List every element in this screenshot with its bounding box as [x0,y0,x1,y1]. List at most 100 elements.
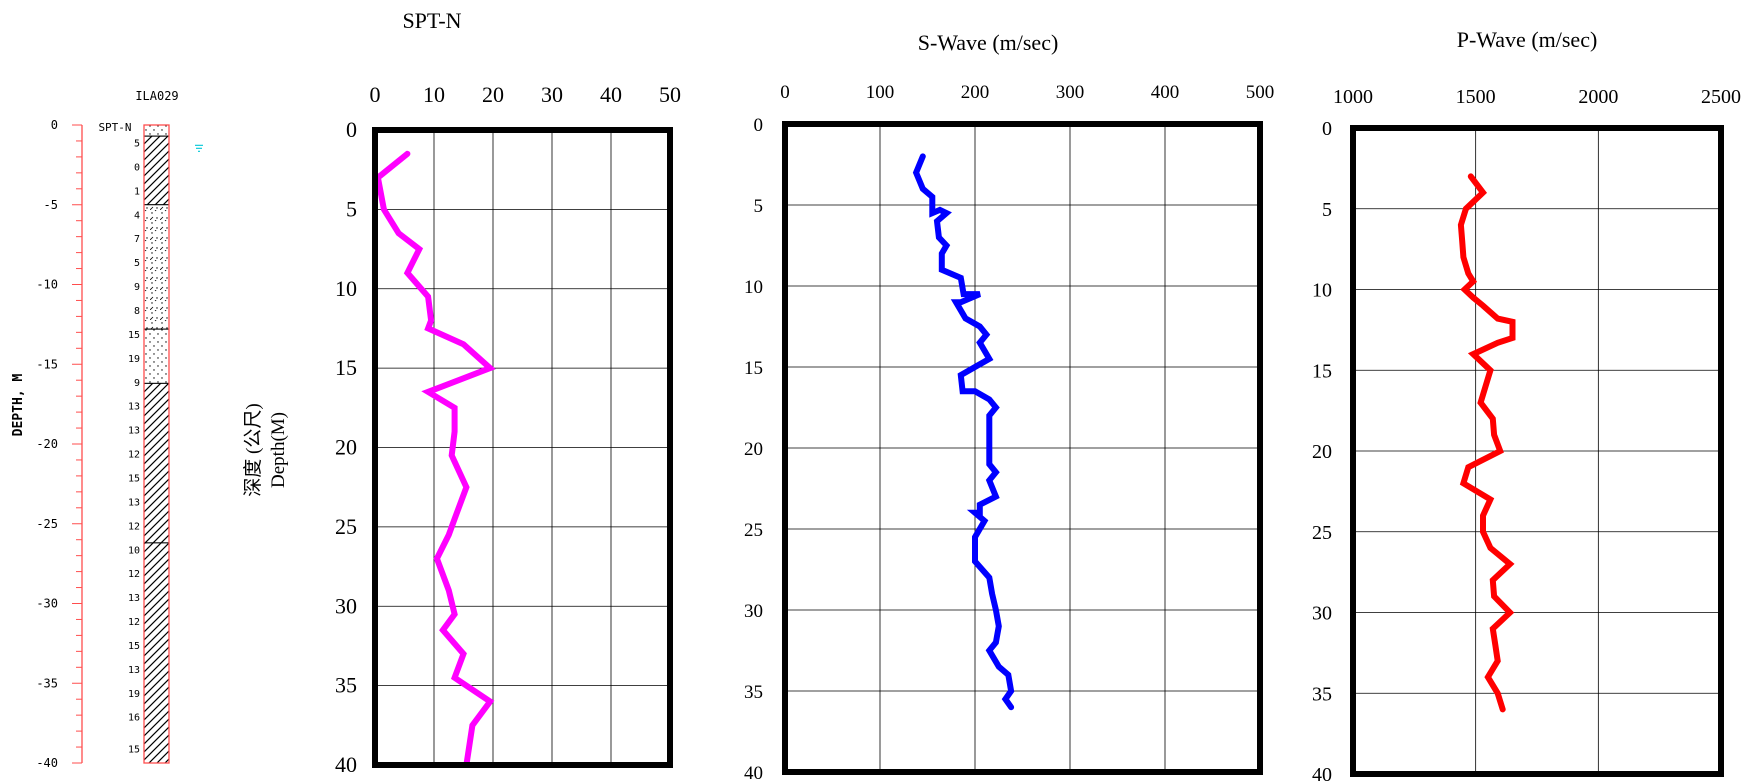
soil-layer-sand [143,124,170,137]
soil-layer-clay [143,382,170,544]
depth-label-en: Depth(M) [268,412,289,488]
spt-n-chart: SPT-N 0 10 20 30 40 50 0 5 10 15 20 25 30 35 40 [335,8,681,777]
x-tick-label: 20 [482,82,504,107]
shared-depth-label: 深度 (公尺) Depth(M) [242,403,289,496]
depth-tick-label: -25 [36,517,58,531]
spt-value-label: 13 [128,497,140,508]
soil-column-outline [143,124,170,764]
chart-title: P-Wave (m/sec) [1457,27,1598,52]
spt-value-label: 15 [128,330,140,341]
y-tick-label: 35 [1312,683,1332,705]
x-tick-label: 10 [423,82,445,107]
x-tick-label: 1500 [1456,86,1496,108]
y-tick-label: 25 [744,520,763,541]
soil-column [143,124,170,764]
spt-value-label: 15 [128,641,140,652]
s-wave-chart: S-Wave (m/sec) 0 100 200 300 400 500 0 5 10 15 20 2… [744,30,1274,784]
y-tick-label: 25 [1312,522,1332,544]
spt-value-label: 1 [134,186,140,197]
spt-value-label: 12 [128,450,140,461]
y-tick-label: 10 [1312,280,1332,302]
borehole-column-label: SPT-N [98,121,131,134]
spt-value-label: 13 [128,426,140,437]
spt-value-label: 19 [128,354,140,365]
spt-value-label: 5 [134,139,140,150]
depth-label-cn: 深度 (公尺) [242,403,264,496]
spt-value-label: 12 [128,617,140,628]
p-wave-chart: P-Wave (m/sec) 1000 1500 2000 2500 0 5 10 15 20 2… [1312,27,1741,784]
x-tick-label: 1000 [1333,86,1373,108]
y-tick-label: 0 [1322,118,1332,140]
spt-value-label: 5 [134,258,140,269]
y-tick-label: 35 [744,682,763,703]
water-level-marker [195,144,203,152]
soil-layer-silty-sand [143,204,170,330]
y-tick-label: 0 [346,117,357,142]
spt-value-label: 9 [134,282,140,293]
spt-value-label: 19 [128,689,140,700]
y-tick-label: 35 [335,673,357,698]
x-tick-label: 50 [659,82,681,107]
y-tick-label: 25 [335,514,357,539]
spt-value-label: 4 [134,210,140,221]
depth-tick-label: -15 [36,357,58,371]
series-line [912,153,1015,711]
chart-title: S-Wave (m/sec) [918,30,1059,55]
y-tick-label: 15 [744,358,763,379]
x-tick-label: 100 [866,82,895,103]
chart-title: SPT-N [402,8,461,33]
series-line [1457,173,1516,713]
x-tick-label: 200 [961,82,990,103]
x-tick-label: 30 [541,82,563,107]
water-level-icon [195,144,203,152]
spt-value-label: 15 [128,745,140,756]
spt-value-label: 0 [134,162,140,173]
depth-axis: 0 -5 -10 -15 -20 -25 -30 -35 -40 [36,118,83,770]
spt-value-label: 9 [134,378,140,389]
depth-tick-label: -5 [44,198,58,212]
y-tick-label: 5 [346,196,357,221]
y-tick-label: 40 [744,763,763,784]
soil-layer-sand [143,328,170,384]
depth-tick-label: -35 [36,676,58,690]
spt-value-label: 12 [128,569,140,580]
y-tick-label: 30 [744,601,763,622]
y-tick-label: 0 [754,115,764,136]
y-tick-label: 40 [1312,764,1332,784]
x-tick-label: 0 [370,82,381,107]
y-tick-label: 10 [744,277,763,298]
borehole-log: ILA029 SPT-N DEPTH, M 0 -5 -10 -15 -20 -25 -30… [11,89,203,770]
y-tick-label: 15 [1312,360,1332,382]
depth-tick-label: -20 [36,437,58,451]
x-tick-label: 40 [600,82,622,107]
y-tick-label: 15 [335,355,357,380]
x-tick-label: 400 [1151,82,1180,103]
y-tick-label: 10 [335,276,357,301]
x-tick-label: 0 [780,82,790,103]
y-tick-label: 30 [335,593,357,618]
depth-tick-label: -30 [36,597,58,611]
y-tick-label: 20 [1312,441,1332,463]
plot-frame [782,121,1263,775]
depth-tick-label: -40 [36,756,58,770]
x-tick-label: 2000 [1578,86,1618,108]
spt-value-label: 13 [128,665,140,676]
plot-frame [372,127,673,768]
spt-value-label: 15 [128,473,140,484]
y-tick-label: 5 [1322,199,1332,221]
spt-label-column: 5 0 1 4 7 5 9 8 15 19 9 13 13 12 15 13 12 10 12 13 12 15 13 19 1… [128,139,140,756]
x-tick-label: 300 [1056,82,1085,103]
borehole-title: ILA029 [135,89,178,103]
y-tick-label: 30 [1312,603,1332,625]
spt-value-label: 12 [128,521,140,532]
x-tick-label: 500 [1246,82,1275,103]
spt-value-label: 10 [128,545,140,556]
y-tick-label: 20 [744,439,763,460]
depth-axis-label: DEPTH, M [11,374,26,437]
spt-value-label: 7 [134,234,140,245]
depth-tick-label: 0 [51,118,58,132]
spt-value-label: 8 [134,306,140,317]
soil-layer-clay [143,135,170,206]
